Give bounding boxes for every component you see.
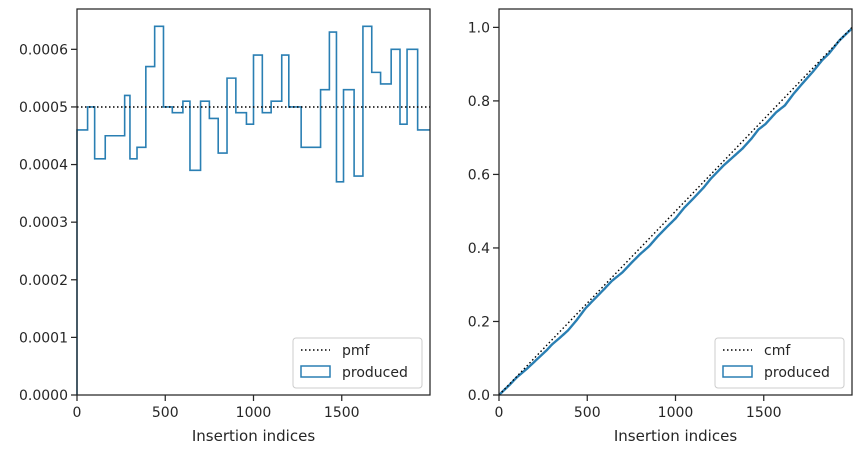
cmf-y-tick-label: 0.8 — [468, 94, 490, 110]
pmf-ticks: 0 500 1000 1500 0.0000 0.0001 0.0002 0.0003 0.00… — [19, 42, 360, 421]
pmf-plot-area — [76, 25, 430, 395]
pmf-x-axis-label: Insertion indices — [192, 427, 315, 445]
pmf-produced-step-line — [76, 25, 430, 395]
pmf-x-tick-label: 1000 — [236, 405, 272, 421]
pmf-y-tick-label: 0.0006 — [19, 42, 68, 58]
pmf-y-tick-label: 0.0003 — [19, 215, 68, 231]
cmf-produced-line — [498, 27, 853, 396]
cmf-y-tick-label: 0.6 — [468, 167, 490, 183]
cmf-x-tick-label: 1000 — [658, 405, 694, 421]
cmf-legend-swatch-produced — [722, 365, 753, 378]
pmf-panel: 0 500 1000 1500 0.0000 0.0001 0.0002 0.0003 0.00… — [19, 8, 431, 445]
pmf-y-tick-label: 0.0002 — [19, 273, 68, 289]
pmf-legend: pmf produced — [292, 337, 423, 389]
cmf-x-tick-label: 500 — [574, 405, 601, 421]
pmf-x-tick-label: 1500 — [324, 405, 360, 421]
pmf-y-tick-label: 0.0004 — [19, 158, 68, 174]
cmf-legend-label-cmf: cmf — [764, 343, 791, 359]
cmf-y-tick-label: 0.2 — [468, 314, 490, 330]
cmf-plot-area — [498, 26, 853, 396]
cmf-legend-label-produced: produced — [764, 365, 830, 381]
cmf-reference-line — [498, 26, 853, 396]
cmf-y-tick-label: 1.0 — [468, 20, 490, 36]
cmf-panel: 0 500 1000 1500 0.0 0.2 0.4 0.6 0.8 1.0 Insertion… — [468, 8, 853, 445]
cmf-axes-frame — [498, 8, 853, 396]
cmf-ticks: 0 500 1000 1500 0.0 0.2 0.4 0.6 0.8 1.0 — [468, 20, 782, 421]
pmf-y-tick-label: 0.0001 — [19, 330, 68, 346]
pmf-y-tick-label: 0.0005 — [19, 100, 68, 116]
cmf-x-tick-label: 0 — [495, 405, 504, 421]
pmf-x-tick-label: 500 — [152, 405, 179, 421]
cmf-y-tick-label: 0.0 — [468, 388, 490, 404]
pmf-legend-label-produced: produced — [342, 365, 408, 381]
cmf-legend: cmf produced — [714, 337, 845, 389]
pmf-x-tick-label: 0 — [73, 405, 82, 421]
pmf-y-tick-label: 0.0000 — [19, 388, 68, 404]
cmf-y-tick-label: 0.4 — [468, 241, 490, 257]
cmf-x-axis-label: Insertion indices — [614, 427, 737, 445]
cmf-x-tick-label: 1500 — [746, 405, 782, 421]
pmf-legend-label-pmf: pmf — [342, 343, 371, 359]
pmf-legend-swatch-produced — [300, 365, 331, 378]
